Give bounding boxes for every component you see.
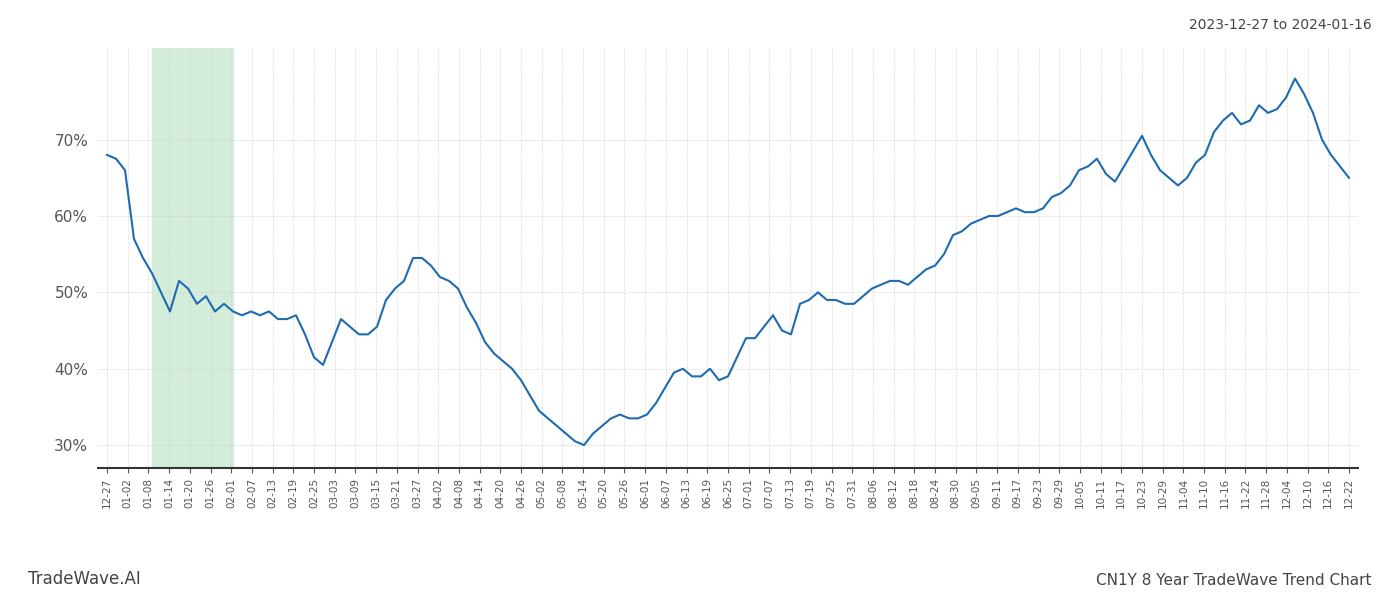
Text: CN1Y 8 Year TradeWave Trend Chart: CN1Y 8 Year TradeWave Trend Chart [1096, 573, 1372, 588]
Bar [153, 48, 232, 468]
Text: 2023-12-27 to 2024-01-16: 2023-12-27 to 2024-01-16 [1189, 18, 1372, 32]
Text: TradeWave.AI: TradeWave.AI [28, 570, 141, 588]
